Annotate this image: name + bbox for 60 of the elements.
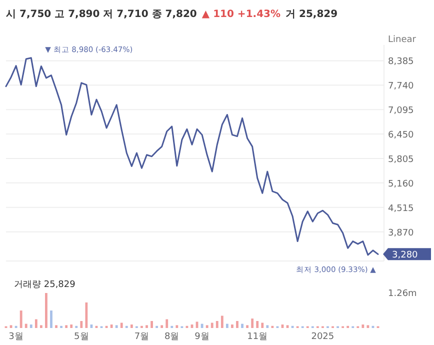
bar: [226, 324, 228, 328]
bar: [45, 293, 48, 328]
bar: [266, 325, 269, 328]
bar: [70, 324, 73, 328]
bar: [120, 322, 123, 328]
text: 거래량 25,829: [14, 280, 76, 290]
line-series: [5, 57, 379, 256]
y-tick-label: 6,450: [388, 130, 414, 141]
bar: [34, 319, 38, 328]
bar: [366, 325, 370, 328]
bar: [216, 321, 218, 328]
x-tick-label: 11월: [247, 332, 268, 342]
bar: [210, 322, 214, 328]
bar: [55, 325, 58, 328]
bar: [80, 321, 83, 328]
text: ▲ 110 +1.43%: [202, 9, 281, 20]
bar: [30, 324, 32, 328]
bar: [362, 324, 364, 328]
bar: [150, 321, 153, 328]
bar: [20, 310, 22, 328]
bar: [220, 316, 224, 328]
x-tick-label: 3월: [8, 332, 24, 342]
text: 1.26m: [388, 289, 417, 299]
y-tick-label: 8,385: [388, 57, 414, 68]
x-tick-label: 7월: [134, 332, 150, 342]
y-tick-label: 3,870: [388, 228, 414, 238]
bar: [200, 324, 204, 328]
bar: [146, 325, 148, 328]
bar: [85, 302, 88, 328]
bar: [40, 325, 42, 328]
x-tick-label: 5월: [74, 332, 89, 342]
text: 거 25,829: [286, 9, 338, 20]
bar: [110, 324, 113, 328]
text: Linear: [388, 35, 416, 45]
y-tick-label: 7,740: [388, 82, 414, 92]
bar: [256, 321, 259, 328]
bar: [24, 324, 28, 328]
bar: [115, 325, 118, 328]
text: 3,280: [392, 250, 418, 261]
x-tick-label: 9월: [194, 332, 210, 342]
bar: [246, 325, 248, 328]
x-tick-label: 8월: [164, 332, 180, 342]
bar: [231, 324, 234, 328]
bar: [251, 318, 254, 328]
bar: [65, 325, 68, 328]
y-tick-label: 7,095: [388, 106, 414, 116]
bar: [50, 310, 52, 328]
bar: [206, 325, 208, 328]
bar: [236, 321, 238, 328]
bar: [261, 322, 264, 328]
bar: [166, 319, 168, 328]
y-tick-label: 5,160: [388, 179, 414, 190]
y-tick-label: 5,805: [388, 154, 414, 165]
bar: [176, 325, 178, 328]
bar: [241, 324, 244, 328]
text: 시 7,750 고 7,890 저 7,710 종 7,820: [6, 9, 197, 20]
bar: [160, 325, 164, 328]
x-tick-label: 2025: [311, 332, 334, 342]
y-tick-label: 4,515: [388, 204, 414, 214]
bar: [130, 324, 133, 328]
